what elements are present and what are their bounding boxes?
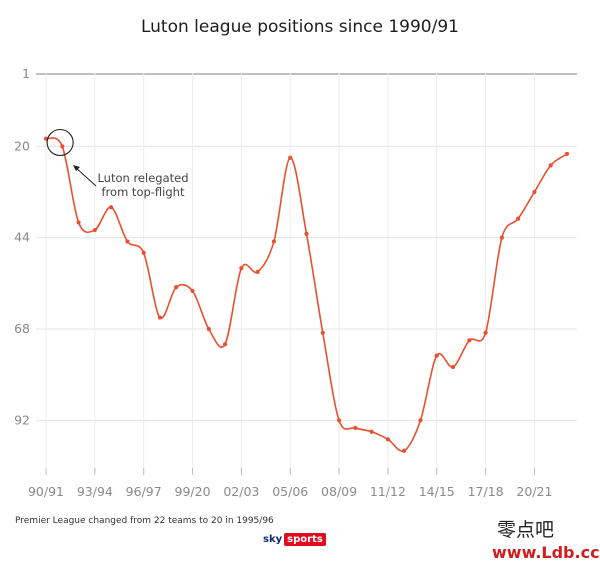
annotation-text: from top-flight [102, 185, 185, 199]
data-point [222, 342, 228, 347]
data-point [467, 338, 472, 343]
y-tick-label: 1 [22, 66, 30, 81]
data-point [271, 239, 277, 244]
x-tick-label: 20/21 [516, 484, 552, 499]
data-point [109, 205, 114, 210]
annotation-circle [46, 128, 74, 157]
logo-sports: sports [284, 532, 326, 546]
data-point [434, 353, 439, 358]
data-point [564, 151, 570, 157]
data-point [60, 144, 65, 149]
data-point [499, 235, 504, 240]
data-point [157, 315, 163, 320]
y-tick-label: 92 [14, 412, 30, 427]
annotation-arrow [74, 166, 97, 187]
data-point [125, 239, 130, 244]
sky-sports-logo: sky sports [263, 532, 326, 546]
data-point [385, 437, 391, 442]
series-luton [43, 136, 570, 453]
x-tick-label: 05/06 [272, 484, 308, 499]
footnote: Premier League changed from 22 teams to … [15, 516, 274, 526]
data-point [206, 326, 211, 332]
watermark-url: www.Ldb.cc [492, 543, 600, 562]
data-point [304, 231, 309, 236]
data-point [483, 330, 488, 335]
data-point [402, 448, 407, 453]
x-tick-label: 11/12 [370, 484, 406, 499]
y-tick-label: 20 [14, 138, 30, 153]
data-point [190, 288, 195, 294]
x-tick-label: 93/94 [77, 484, 113, 499]
x-tick-label: 99/20 [175, 484, 211, 499]
x-tick-label: 90/91 [28, 484, 64, 499]
y-tick-labels: 1 20 44 68 92 [14, 66, 30, 427]
logo-sky: sky [263, 533, 283, 545]
data-point [369, 429, 374, 434]
data-point [548, 163, 553, 168]
x-tick-label: 02/03 [223, 484, 259, 499]
annotation-text: Luton relegated [97, 171, 188, 185]
data-point [174, 285, 179, 290]
data-point [450, 364, 456, 370]
data-point [516, 216, 521, 221]
data-point [418, 418, 423, 423]
data-point [320, 330, 325, 335]
data-point [336, 418, 342, 423]
x-tick-label: 14/15 [419, 484, 455, 499]
annotation-arrowhead [73, 165, 80, 171]
data-point [239, 265, 244, 271]
x-tick-label: 96/97 [126, 484, 162, 499]
data-point [255, 269, 260, 275]
chart-title: Luton league positions since 1990/91 [140, 17, 459, 37]
data-point [532, 189, 537, 195]
data-point [353, 425, 358, 431]
x-tick-labels: 90/91 93/94 96/97 99/20 02/03 05/06 08/09 11/12… [28, 484, 552, 499]
y-tick-label: 68 [14, 321, 30, 336]
data-point [141, 250, 146, 255]
x-tick-label: 08/09 [321, 484, 357, 499]
data-point [76, 220, 81, 225]
y-tick-label: 44 [14, 230, 30, 245]
x-tick-label: 17/18 [468, 484, 504, 499]
data-point [92, 227, 97, 233]
watermark-text: 零点吧 [497, 519, 555, 541]
data-point [288, 155, 293, 160]
